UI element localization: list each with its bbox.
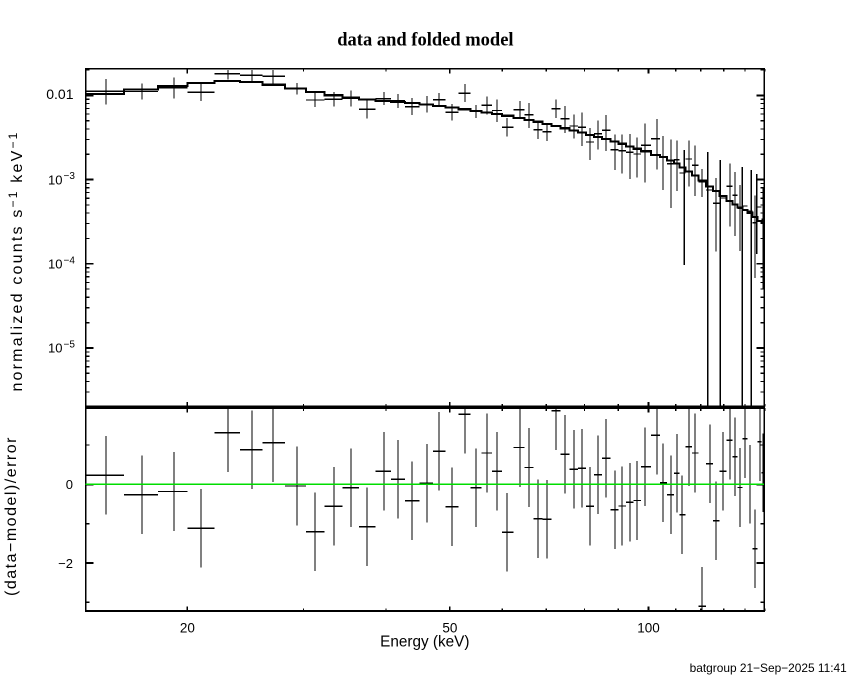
svg-text:10: 10 (48, 172, 62, 187)
svg-text:−4: −4 (64, 255, 76, 266)
svg-text:−5: −5 (64, 340, 76, 351)
svg-text:data and folded model: data and folded model (337, 30, 513, 50)
svg-text:Energy (keV): Energy (keV) (380, 633, 469, 650)
svg-text:0.01: 0.01 (46, 86, 73, 102)
svg-text:−2: −2 (58, 556, 73, 571)
svg-text:100: 100 (637, 621, 660, 636)
svg-text:20: 20 (180, 621, 195, 636)
svg-text:0: 0 (66, 477, 73, 492)
svg-text:(data−model)/error: (data−model)/error (3, 436, 20, 596)
svg-text:50: 50 (442, 621, 457, 636)
svg-text:10: 10 (48, 257, 62, 272)
svg-text:batgroup 21−Sep−2025 11:41: batgroup 21−Sep−2025 11:41 (690, 661, 848, 675)
svg-text:10: 10 (48, 341, 62, 356)
svg-text:−3: −3 (64, 171, 76, 182)
svg-text:normalized counts s−1 keV−1: normalized counts s−1 keV−1 (6, 130, 26, 391)
